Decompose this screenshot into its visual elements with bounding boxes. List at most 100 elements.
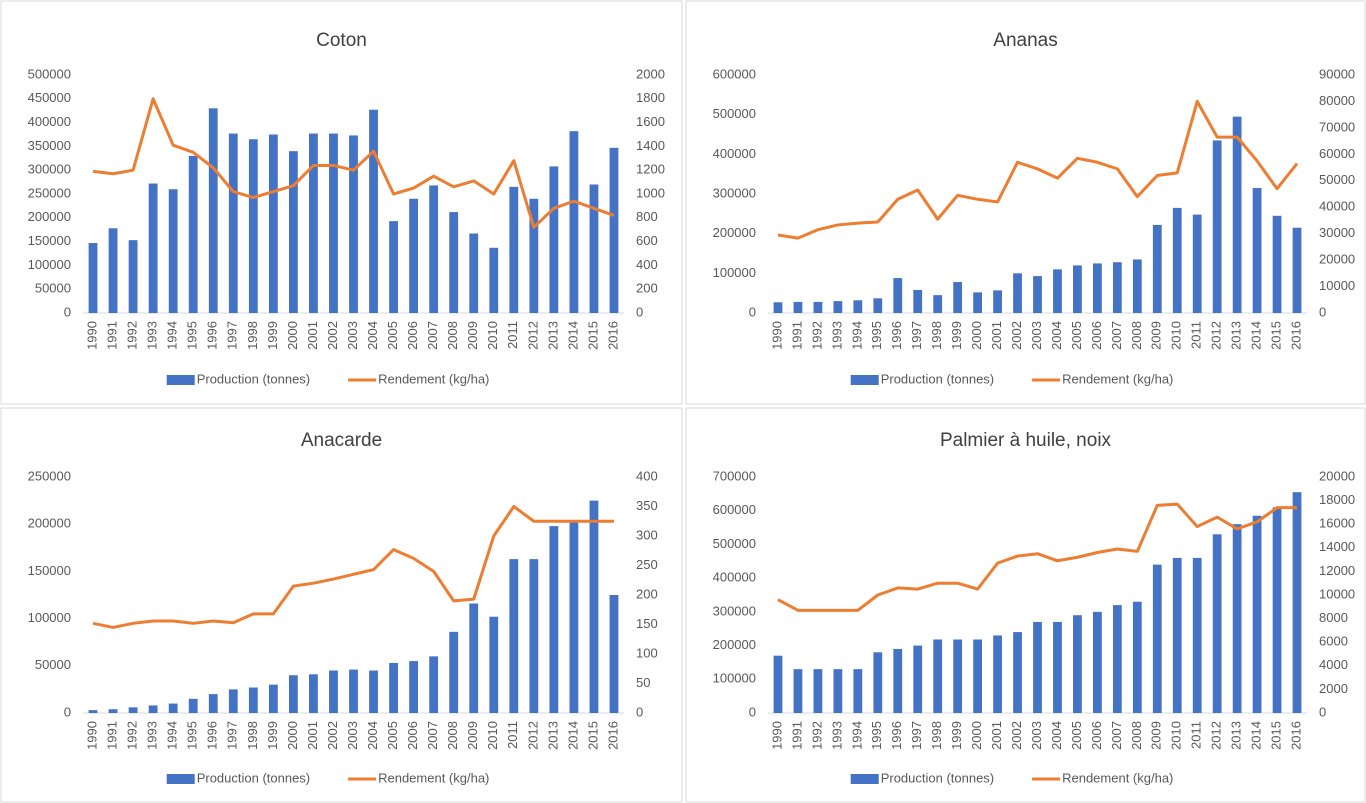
y2-tick-label: 40000 <box>1319 199 1355 214</box>
x-tick-label: 2016 <box>605 321 620 350</box>
x-tick-label: 1999 <box>265 321 280 350</box>
x-tick-label: 2014 <box>1249 321 1264 350</box>
bar <box>409 198 419 313</box>
x-tick-label: 2002 <box>325 721 340 750</box>
y2-tick-label: 400 <box>636 257 658 272</box>
y-tick-label: 500000 <box>713 536 756 551</box>
x-tick-label: 1994 <box>849 721 864 750</box>
y2-tick-label: 0 <box>1319 704 1326 719</box>
x-tick-label: 1995 <box>185 321 200 350</box>
y2-tick-label: 14000 <box>1319 539 1355 554</box>
chart-panel: Coton 0 50000 100000 150000 200000 250000 30000… <box>0 0 683 405</box>
x-tick-label: 2013 <box>545 321 560 350</box>
bar <box>168 189 178 313</box>
bar <box>228 133 238 313</box>
panel-border <box>685 0 1366 405</box>
x-tick-label: 1997 <box>909 321 924 350</box>
x-tick-label: 1995 <box>869 721 884 750</box>
y-tick-label: 150000 <box>28 563 71 578</box>
x-tick-label: 2006 <box>1089 321 1104 350</box>
legend-label: Rendement (kg/ha) <box>1062 770 1173 785</box>
bar <box>288 151 298 313</box>
bar <box>1172 207 1182 313</box>
bar <box>893 278 903 313</box>
bar <box>1252 188 1262 313</box>
bar <box>1092 263 1102 313</box>
y2-tick-label: 10000 <box>1319 278 1355 293</box>
bar <box>88 243 98 313</box>
x-tick-label: 2005 <box>1069 321 1084 350</box>
bar <box>509 559 519 713</box>
legend-swatch <box>850 774 879 784</box>
y2-tick-label: 18000 <box>1319 492 1355 507</box>
bar <box>1073 615 1082 713</box>
y-tick-label: 450000 <box>28 90 71 105</box>
legend-swatch <box>166 774 195 784</box>
y2-tick-label: 0 <box>1319 304 1326 319</box>
x-tick-label: 1997 <box>225 721 240 750</box>
y2-tick-label: 10000 <box>1319 586 1355 601</box>
y-tick-label: 600000 <box>713 502 756 517</box>
x-tick-label: 2001 <box>989 321 1004 350</box>
bar <box>913 645 923 713</box>
bar <box>973 639 983 713</box>
x-tick-label: 2014 <box>1249 721 1264 750</box>
bar <box>773 302 783 313</box>
x-tick-label: 2015 <box>1268 321 1283 350</box>
x-tick-label: 2012 <box>1209 321 1224 350</box>
x-tick-label: 1993 <box>145 321 160 350</box>
bar <box>389 662 398 713</box>
chart-title: Palmier à huile, noix <box>940 430 1112 451</box>
x-tick-label: 2014 <box>565 721 580 750</box>
line-series <box>777 502 1298 612</box>
bar <box>489 616 499 713</box>
bar <box>873 298 883 313</box>
x-tick-label: 2009 <box>1149 321 1164 350</box>
x-tick-label: 1999 <box>265 721 280 750</box>
bar <box>268 134 278 313</box>
bar <box>288 675 298 713</box>
legend-label: Rendement (kg/ha) <box>378 770 489 785</box>
bar <box>569 131 579 313</box>
x-tick-label: 2003 <box>1029 321 1044 350</box>
bar <box>349 135 358 313</box>
chart-title: Coton <box>316 30 367 51</box>
x-tick-label: 2016 <box>1288 721 1303 750</box>
bar <box>349 669 358 713</box>
x-tick-label: 2003 <box>345 721 360 750</box>
bar <box>589 184 599 313</box>
bar <box>469 603 479 713</box>
y2-tick-label: 1200 <box>636 162 665 177</box>
y2-tick-label: 200 <box>636 281 658 296</box>
x-tick-label: 1991 <box>789 321 804 350</box>
bar <box>329 670 338 713</box>
bar <box>1013 273 1022 313</box>
x-tick-label: 2015 <box>585 721 600 750</box>
y2-tick-label: 2000 <box>636 66 665 81</box>
x-tick-label: 1999 <box>949 321 964 350</box>
bar <box>389 221 398 313</box>
bar <box>489 247 499 313</box>
chart-panel: Anacarde 0 50000 100000 150000 200000 250000 0 5… <box>0 407 683 803</box>
x-tick-label: 1993 <box>829 721 844 750</box>
y-tick-label: 50000 <box>35 657 71 672</box>
y-tick-label: 600000 <box>713 66 756 81</box>
bar <box>268 684 278 713</box>
x-tick-label: 2013 <box>545 721 560 750</box>
bar <box>429 656 439 713</box>
bar <box>1033 621 1042 713</box>
y2-tick-label: 60000 <box>1319 146 1355 161</box>
x-tick-label: 1993 <box>145 721 160 750</box>
x-tick-label: 2014 <box>565 321 580 350</box>
y2-tick-label: 0 <box>636 304 643 319</box>
bar <box>853 300 863 313</box>
y-tick-label: 200000 <box>28 209 71 224</box>
x-tick-label: 2001 <box>305 321 320 350</box>
bar <box>913 289 923 313</box>
bar <box>853 669 863 713</box>
bar <box>1033 276 1042 313</box>
y-tick-label: 300000 <box>28 162 71 177</box>
bar <box>1212 140 1222 313</box>
bar <box>549 166 559 313</box>
